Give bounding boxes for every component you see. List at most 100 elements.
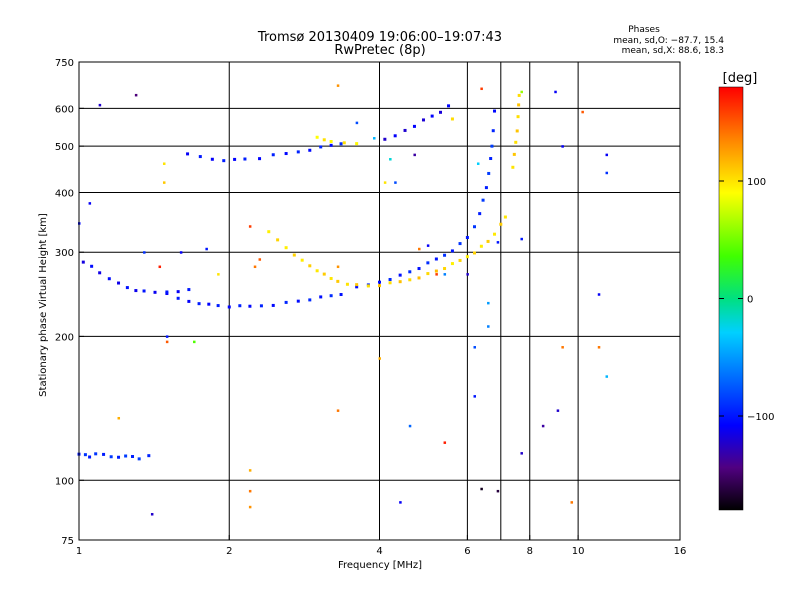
data-point (117, 281, 121, 285)
legend-line-x: mean, sd,X: 88.6, 18.3 (622, 46, 724, 56)
scatter-point (426, 244, 430, 247)
scatter-point (480, 87, 483, 91)
scatter-point (336, 409, 340, 412)
scatter-point (134, 93, 138, 97)
data-point (90, 264, 94, 268)
data-point (493, 232, 497, 236)
data-point (198, 155, 202, 159)
scatter-point (520, 452, 523, 455)
data-point (284, 246, 288, 250)
scatter-point (408, 424, 412, 428)
data-point (315, 135, 319, 139)
scatter-point (162, 162, 166, 165)
data-point (267, 230, 271, 234)
data-point (503, 215, 507, 219)
data-point (165, 290, 169, 294)
data-point (131, 455, 135, 459)
data-point (308, 148, 312, 152)
x-tick-label: 6 (464, 546, 470, 557)
scatter-point (605, 153, 609, 157)
data-point (271, 153, 275, 157)
data-point (296, 150, 300, 154)
data-point (292, 253, 296, 257)
data-point (345, 282, 349, 286)
x-tick-label: 4 (376, 546, 382, 557)
scatter-point (179, 251, 183, 254)
scatter-point (435, 273, 438, 276)
data-point (329, 143, 333, 147)
scatter-point (496, 241, 500, 244)
scatter-point (487, 301, 490, 305)
data-point (339, 142, 343, 146)
scatter-point (394, 181, 397, 184)
scatter-point (570, 501, 574, 504)
scatter-point (443, 273, 447, 276)
axis-ticks: 1 2 4 6 8 10 16 75 100 200 300 400 500 600 750 (55, 58, 686, 557)
data-point (296, 299, 300, 303)
data-point (511, 165, 515, 169)
series-group (165, 292, 343, 309)
data-point (238, 304, 242, 308)
scatter-point (217, 273, 220, 276)
data-point (403, 128, 407, 132)
scatter-point (597, 346, 601, 349)
data-point (472, 251, 476, 255)
scatter-point (162, 181, 166, 184)
scatter-point (248, 505, 252, 509)
data-point (207, 302, 211, 306)
data-point (465, 255, 469, 259)
data-point (514, 140, 518, 144)
scatter-point (605, 171, 609, 175)
scatter-point (248, 469, 252, 472)
data-point (355, 285, 359, 289)
scatter-point (520, 237, 523, 241)
y-tick-label: 600 (55, 104, 74, 115)
data-point (499, 222, 503, 226)
data-point (417, 267, 421, 271)
data-point (165, 292, 169, 296)
scatter-point (581, 110, 584, 114)
scatter-point (561, 346, 564, 349)
colorbar-tick-label: 0 (747, 295, 753, 306)
y-tick-label: 750 (55, 58, 74, 69)
y-tick-label: 100 (55, 476, 74, 487)
data-point (450, 262, 454, 266)
scatter-point (165, 335, 169, 338)
scatter-point (473, 346, 476, 349)
data-point (83, 453, 87, 457)
data-point (486, 239, 490, 243)
scatter-point (496, 489, 500, 493)
data-point (472, 225, 476, 229)
scatter-point (258, 258, 262, 261)
scatter-point (336, 265, 340, 269)
data-point (398, 280, 402, 284)
y-tick-label: 75 (61, 536, 74, 547)
scatter-point (355, 121, 359, 125)
data-point (197, 302, 201, 306)
data-point (478, 212, 482, 216)
data-point (94, 452, 98, 456)
data-point (186, 152, 190, 156)
y-tick-label: 200 (55, 332, 74, 343)
scatter-point (541, 424, 545, 428)
scatter-point (556, 409, 560, 412)
x-tick-label: 8 (527, 546, 533, 557)
data-point (134, 289, 138, 293)
data-point (450, 117, 454, 121)
data-point (107, 277, 111, 281)
data-point (300, 258, 304, 262)
data-point (147, 454, 151, 458)
data-point (366, 284, 370, 288)
data-point (339, 293, 343, 297)
y-tick-label: 500 (55, 142, 74, 153)
data-point (248, 304, 252, 308)
data-point (393, 134, 397, 138)
scatter-point (378, 357, 381, 360)
scatter-point (373, 137, 376, 140)
data-point (512, 152, 516, 156)
data-point (210, 157, 214, 161)
data-point (98, 271, 102, 275)
data-point (398, 273, 402, 277)
scatter-point (88, 202, 92, 205)
data-point (319, 145, 323, 149)
